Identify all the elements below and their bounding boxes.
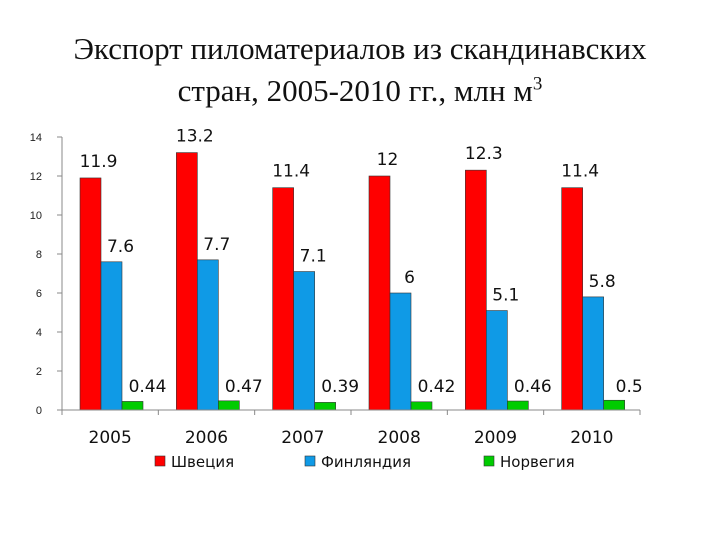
x-axis: 2005 2006 2007 2008 2009 2010 bbox=[61, 409, 641, 448]
chart-title-superscript: 3 bbox=[532, 73, 543, 95]
chart-title: Экспорт пиломатериалов из скандинавских … bbox=[0, 28, 720, 112]
bar bbox=[197, 259, 219, 411]
y-tick-label: 2 bbox=[36, 366, 42, 378]
y-tick-label: 4 bbox=[36, 327, 42, 339]
x-tick-label: 2008 bbox=[378, 428, 421, 448]
data-label: 7.6 bbox=[107, 237, 134, 257]
data-label: 13.2 bbox=[176, 127, 214, 147]
y-tick-label: 14 bbox=[30, 132, 42, 144]
data-label: 0.42 bbox=[418, 377, 456, 397]
data-label: 6 bbox=[404, 268, 415, 288]
y-axis: 0 2 4 6 8 10 12 14 bbox=[30, 132, 63, 417]
bar bbox=[121, 401, 144, 411]
x-tick-label: 2009 bbox=[474, 428, 517, 448]
bar bbox=[410, 401, 433, 411]
chart-title-line-2: стран, 2005-2010 гг., млн м3 bbox=[0, 70, 720, 112]
legend-swatch bbox=[304, 455, 316, 467]
bar bbox=[314, 402, 336, 411]
bar bbox=[293, 271, 315, 411]
chart-title-line-1: Экспорт пиломатериалов из скандинавских bbox=[73, 31, 647, 66]
x-tick-label: 2010 bbox=[570, 428, 613, 448]
y-tick-label: 6 bbox=[36, 288, 42, 300]
x-tick-label: 2005 bbox=[89, 428, 132, 448]
legend-label: Швеция bbox=[171, 453, 234, 471]
legend: Швеция Финляндия Норвегия bbox=[154, 453, 575, 471]
data-label: 7.7 bbox=[203, 235, 230, 255]
data-label: 0.47 bbox=[225, 377, 263, 397]
data-label: 12.3 bbox=[465, 144, 503, 164]
legend-swatch bbox=[154, 455, 166, 467]
x-tick-label: 2006 bbox=[185, 428, 228, 448]
bar bbox=[465, 169, 487, 411]
data-label: 12 bbox=[377, 150, 399, 170]
bar bbox=[603, 399, 625, 411]
legend-swatch bbox=[483, 455, 495, 467]
bar bbox=[486, 310, 508, 411]
bar bbox=[582, 296, 604, 411]
y-tick-label: 12 bbox=[30, 171, 42, 183]
data-label: 7.1 bbox=[300, 247, 327, 267]
data-label: 11.4 bbox=[561, 162, 599, 182]
bar bbox=[507, 400, 529, 411]
bar bbox=[218, 400, 240, 411]
legend-label: Финляндия bbox=[321, 453, 411, 471]
bar bbox=[176, 152, 198, 411]
data-label: 0.5 bbox=[616, 377, 643, 397]
y-tick-label: 8 bbox=[36, 249, 42, 261]
bar bbox=[389, 292, 412, 411]
data-label: 5.8 bbox=[589, 272, 616, 292]
bar bbox=[272, 187, 294, 411]
bar bbox=[100, 261, 123, 411]
bar bbox=[79, 177, 102, 411]
data-label: 0.44 bbox=[129, 377, 167, 397]
data-labels: 11.9 7.6 0.44 13.2 7.7 0.47 11.4 7.1 0.39 12 6 0.42… bbox=[80, 127, 643, 397]
data-label: 0.46 bbox=[514, 377, 552, 397]
data-label: 11.4 bbox=[272, 162, 310, 182]
bar bbox=[561, 187, 583, 411]
bars bbox=[79, 152, 625, 411]
bar bbox=[368, 175, 391, 411]
data-label: 5.1 bbox=[492, 286, 519, 306]
data-label: 11.9 bbox=[80, 152, 118, 172]
y-tick-label: 10 bbox=[30, 210, 42, 222]
legend-label: Норвегия bbox=[500, 453, 575, 471]
data-label: 0.39 bbox=[321, 377, 359, 397]
x-tick-label: 2007 bbox=[281, 428, 324, 448]
chart-title-line-2-text: стран, 2005-2010 гг., млн м bbox=[177, 73, 533, 108]
y-tick-label: 0 bbox=[36, 405, 42, 417]
